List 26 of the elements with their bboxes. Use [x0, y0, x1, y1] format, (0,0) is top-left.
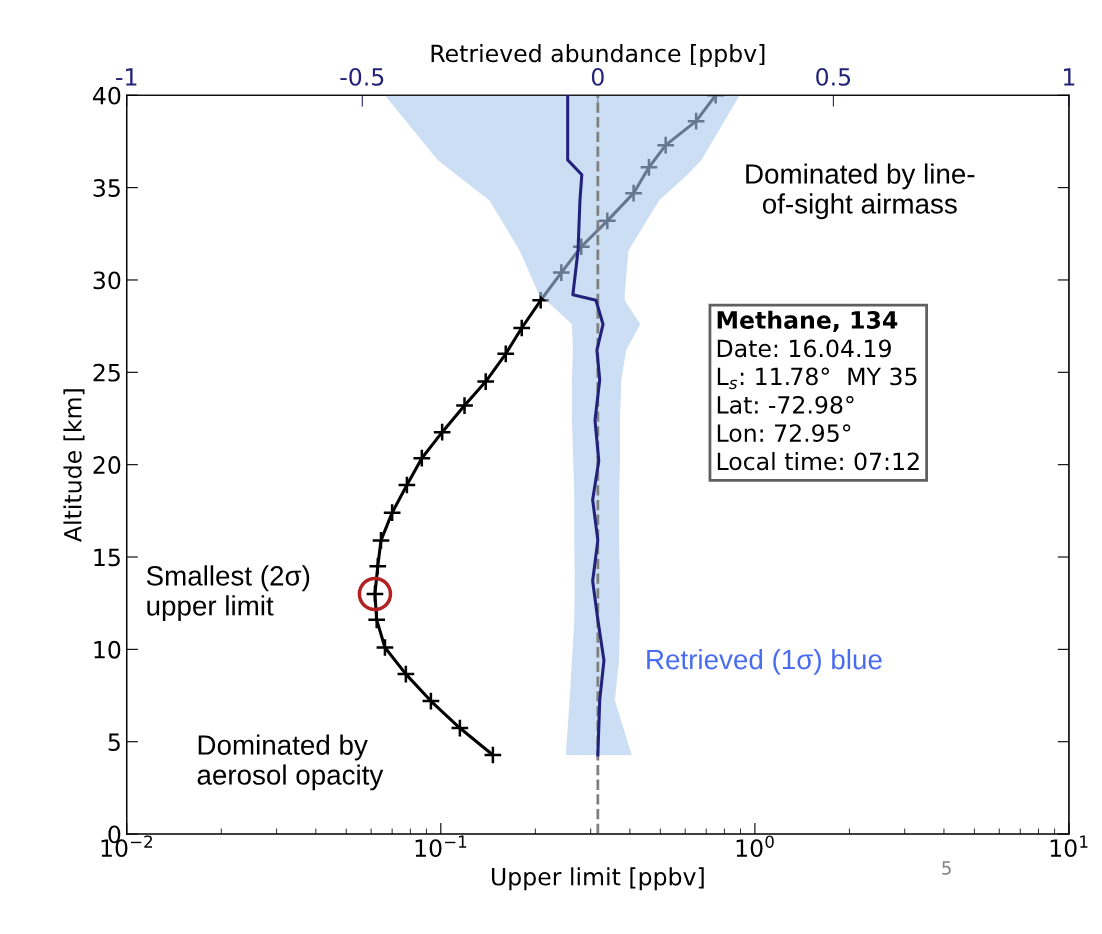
y-tick-label: 15 [94, 548, 120, 567]
y-tick-label: 40 [92, 86, 121, 105]
annotation: Dominated by aerosol opacity [197, 734, 384, 791]
x2-axis-title: Retrieved abundance [ppbv] [431, 44, 765, 67]
x2-tick-label: 0.5 [816, 67, 851, 86]
x-tick-label: 10$^{1}$ [1050, 835, 1088, 858]
x-tick-label: 10$^{0}$ [736, 835, 774, 858]
x-axis-title: Upper limit [ppbv] [491, 867, 704, 891]
y-tick-label: 25 [93, 363, 120, 382]
x2-tick-label: 0 [591, 67, 604, 86]
annotation: Retrieved (1σ) blue [647, 648, 882, 675]
x2-tick-label: 1 [1064, 68, 1075, 86]
annotation: Dominated by line- of-sight airmass [746, 163, 975, 220]
annotation: Date: 16.04.19 L$_{s}$: 11.78° MY 35 Lat: -72.98° Lon: 72.95° Local time: 07:12 [717, 339, 919, 471]
annotation: Methane, 134 [717, 310, 898, 332]
y-tick-label: 30 [93, 271, 121, 290]
annotation: Smallest (2σ) upper limit [146, 565, 310, 622]
x-tick-label: 10$^{−1}$ [415, 835, 467, 858]
text: 5 [942, 861, 951, 875]
x2-tick-label: -1 [116, 68, 137, 86]
y-tick-label: 10 [94, 640, 121, 659]
y-tick-label: 5 [108, 733, 120, 752]
x2-tick-label: -0.5 [340, 67, 384, 86]
y-tick-label: 35 [93, 179, 120, 197]
y-axis-title: Altitude [km] [63, 389, 85, 542]
y-tick-label: 20 [93, 456, 121, 474]
